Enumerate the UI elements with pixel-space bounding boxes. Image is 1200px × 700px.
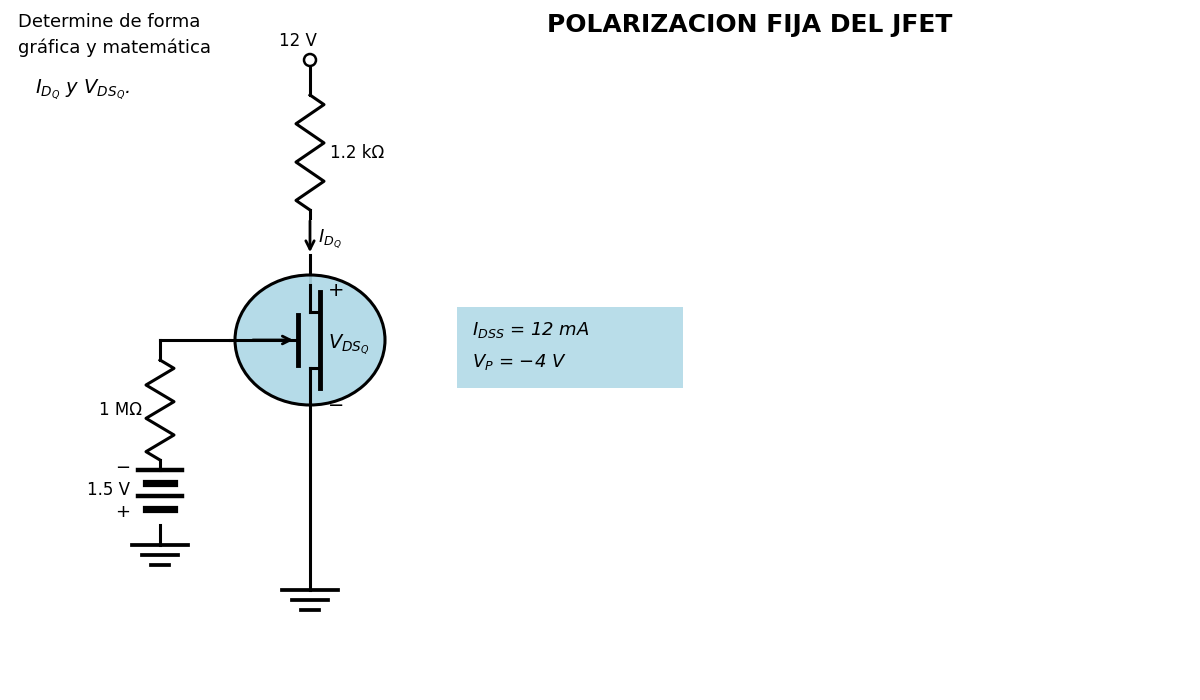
Ellipse shape <box>235 275 385 405</box>
Text: 1.5 V: 1.5 V <box>88 481 130 499</box>
Text: 12 V: 12 V <box>280 32 317 50</box>
Text: +: + <box>328 281 344 300</box>
Text: gráfica y matemática: gráfica y matemática <box>18 38 211 57</box>
Text: 1 MΩ: 1 MΩ <box>98 401 142 419</box>
FancyBboxPatch shape <box>457 307 683 388</box>
Text: $I_{DSS}$ = 12 mA: $I_{DSS}$ = 12 mA <box>472 320 589 340</box>
Text: $I_{D_Q}$: $I_{D_Q}$ <box>318 228 342 251</box>
Text: $V_{DS_Q}$: $V_{DS_Q}$ <box>328 333 370 357</box>
Text: POLARIZACION FIJA DEL JFET: POLARIZACION FIJA DEL JFET <box>547 13 953 37</box>
Text: +: + <box>115 503 130 521</box>
Text: $I_{D_Q}$ y $V_{DS_Q}$.: $I_{D_Q}$ y $V_{DS_Q}$. <box>35 78 131 102</box>
Text: $V_P$ = −4 V: $V_P$ = −4 V <box>472 352 566 372</box>
Text: 1.2 kΩ: 1.2 kΩ <box>330 144 384 162</box>
Text: −: − <box>328 395 344 414</box>
Text: Determine de forma: Determine de forma <box>18 13 200 31</box>
Text: −: − <box>115 459 130 477</box>
